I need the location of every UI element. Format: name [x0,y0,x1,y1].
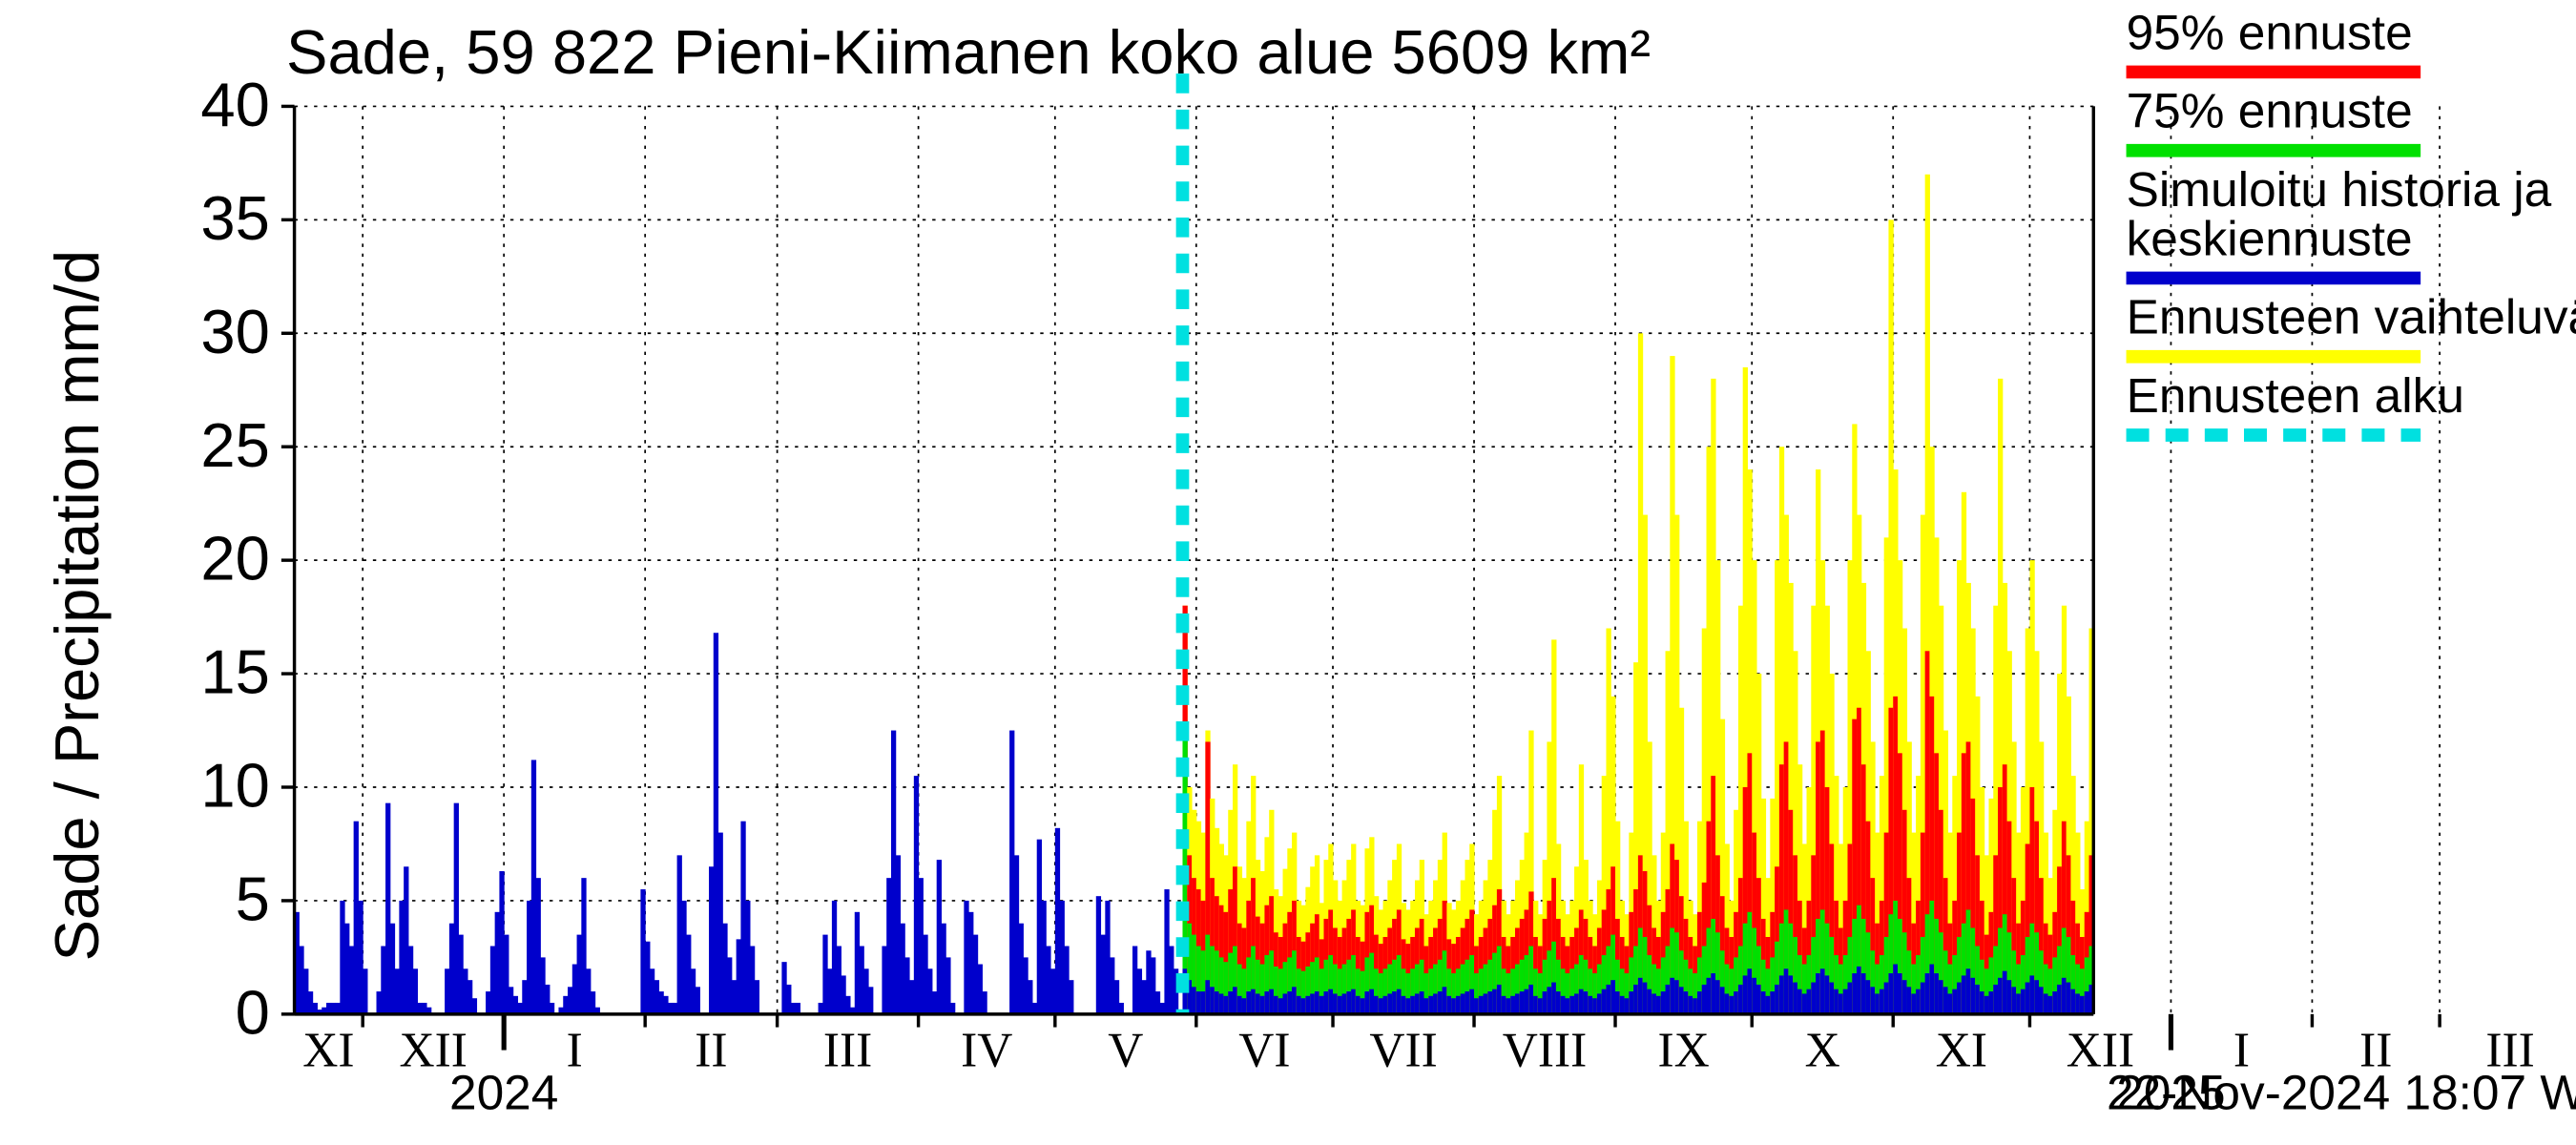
ytick-label: 5 [236,864,270,933]
month-label: IX [1658,1024,1710,1078]
ytick-label: 30 [200,297,269,366]
legend-label: Simuloitu historia ja [2127,161,2552,217]
month-label: XI [1936,1024,1987,1078]
footer-timestamp: 22-Nov-2024 18:07 WSFS-O [2107,1064,2576,1119]
month-label: X [1805,1024,1840,1078]
legend-label: Ennusteen alku [2127,367,2464,423]
ytick-label: 40 [200,70,269,139]
month-label: VIII [1503,1024,1587,1078]
month-label: III [823,1024,872,1078]
chart-container: 0510152025303540XIXIIIIIIIIIVVVIVIIVIIII… [0,0,2576,1145]
ytick-label: 25 [200,410,269,480]
precipitation-chart: 0510152025303540XIXIIIIIIIIIVVVIVIIVIIII… [0,0,2576,1145]
year-label: 2024 [449,1064,558,1119]
legend-label: keskiennuste [2127,210,2413,265]
ytick-label: 20 [200,524,269,593]
ytick-label: 10 [200,751,269,821]
chart-title: Sade, 59 822 Pieni-Kiimanen koko alue 56… [286,17,1651,87]
ytick-label: 15 [200,637,269,707]
legend-label: 95% ennuste [2127,4,2413,59]
ytick-label: 35 [200,183,269,253]
legend-label: 75% ennuste [2127,83,2413,138]
month-label: XI [302,1024,354,1078]
month-label: II [695,1024,727,1078]
month-label: V [1108,1024,1143,1078]
legend-label: Ennusteen vaihteluväli [2127,289,2576,344]
month-label: VII [1369,1024,1437,1078]
y-axis-label: Sade / Precipitation mm/d [42,250,112,962]
month-label: IV [961,1024,1012,1078]
month-label: I [567,1024,583,1078]
month-label: VI [1238,1024,1290,1078]
ytick-label: 0 [236,977,270,1047]
